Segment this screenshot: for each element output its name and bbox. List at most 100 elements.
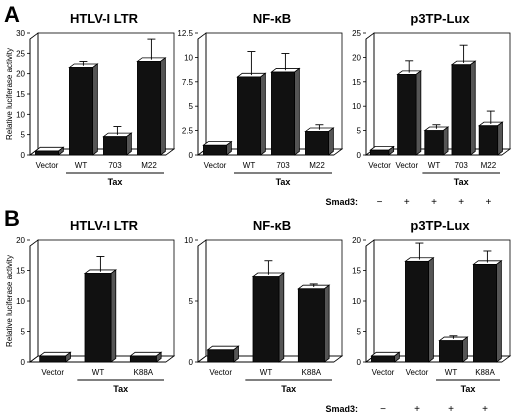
category-label: WT [428,161,441,170]
category-label: WT [243,161,256,170]
category-label: Vector [368,161,391,170]
y-axis-label: Relative luciferase activity [5,48,14,140]
bar-side-face [497,121,503,156]
panel-letter-b: B [4,206,20,231]
y-tick-label: 15 [16,90,25,99]
chart-title: NF-κB [253,11,291,26]
smad3-sign: + [482,404,488,412]
tax-group-label: Tax [461,384,476,394]
chart-title: HTLV-I LTR [70,218,139,233]
chart-title: p3TP-Lux [410,11,470,26]
y-tick-label: 10 [352,297,361,306]
tax-group-label: Tax [108,177,123,187]
category-label: Vector [406,368,429,377]
bar [35,150,59,156]
smad3-sign: + [404,197,410,208]
chart-panel-2: p3TP-Lux 0 5 10 15 20 25 Vector − Vector + WT +703 + M… [325,11,512,208]
smad3-sign: + [431,197,437,208]
y-tick-label: 5 [357,127,362,136]
y-tick-label: 0 [357,358,362,367]
tax-group-label: Tax [113,384,128,394]
smad3-sign: − [377,197,383,208]
chart-panel-5: p3TP-Lux 0 5 10 15 20 Vector − Vector + WT + K88A + Ta… [325,218,512,412]
bar-side-face [278,272,285,363]
chart-side-wall [365,239,375,363]
bar [237,76,261,156]
bar-side-face [260,72,266,156]
y-tick-label: 0 [21,151,26,160]
y-tick-label: 5 [21,328,26,337]
bar-side-face [442,126,449,156]
chart-title: NF-κB [253,218,291,233]
bar-side-face [415,70,422,156]
category-label: Vector [372,368,395,377]
y-tick-label: 5 [21,131,26,140]
y-tick-label: 0 [357,151,362,160]
y-tick-label: 0 [189,151,194,160]
y-tick-label: 12.5 [177,29,193,38]
y-tick-label: 25 [352,29,361,38]
category-label: 703 [276,161,290,170]
bar [297,288,325,363]
smad3-sign: + [485,197,491,208]
y-tick-label: 7.5 [182,78,194,87]
bar-side-face [323,284,330,363]
bar [69,67,93,156]
category-label: K88A [475,368,495,377]
bar [305,131,329,156]
bar [424,130,444,156]
bar [129,355,157,363]
category-label: Vector [36,161,59,170]
category-label: WT [260,368,273,377]
category-label: WT [75,161,88,170]
y-tick-label: 0 [21,358,26,367]
category-label: K88A [302,368,322,377]
bar [451,64,471,156]
bar-side-face [126,132,132,156]
bar [371,355,395,363]
category-label: Vector [41,368,64,377]
category-label: M22 [309,161,325,170]
chart-side-wall [197,32,207,156]
bar [271,71,295,156]
category-label: K88A [134,368,154,377]
tax-group-label: Tax [454,177,469,187]
bar-side-face [428,256,434,363]
bar-side-face [496,259,502,363]
y-tick-label: 2.5 [182,127,194,136]
category-label: WT [92,368,105,377]
bar [203,144,227,156]
category-label: M22 [141,161,157,170]
y-tick-label: 25 [16,49,25,58]
y-tick-label: 20 [16,236,25,245]
y-tick-label: 30 [16,29,25,38]
bar [439,340,463,363]
bar [103,136,127,156]
y-tick-label: 5 [189,297,194,306]
chart-title: HTLV-I LTR [70,11,139,26]
bar-side-face [462,336,468,363]
category-label: Vector [395,161,418,170]
smad3-sign: − [380,404,386,412]
bar [39,355,67,363]
bar [473,263,497,363]
smad3-sign: + [458,197,464,208]
smad3-sign: + [414,404,420,412]
smad3-label: Smad3: [325,404,358,412]
bar [369,149,390,156]
bar [207,349,235,363]
chart-title: p3TP-Lux [410,218,470,233]
bar-side-face [294,67,300,156]
y-tick-label: 5 [189,102,194,111]
tax-group-label: Tax [281,384,296,394]
bar-side-face [110,269,117,363]
smad3-sign: + [448,404,454,412]
chart-side-wall [29,32,39,156]
y-tick-label: 5 [357,328,362,337]
charts-layer: HTLV-I LTR 0 5 10 15 20 25 30 Vector WT 703 M22 Tax R… [5,11,512,412]
chart-panel-0: HTLV-I LTR 0 5 10 15 20 25 30 Vector WT 703 M22 Tax R… [5,11,176,187]
y-tick-label: 15 [16,267,25,276]
category-label: WT [445,368,458,377]
chart-panel-3: HTLV-I LTR 0 5 10 15 20 Vector WT K88A Tax Relativ… [5,218,176,394]
